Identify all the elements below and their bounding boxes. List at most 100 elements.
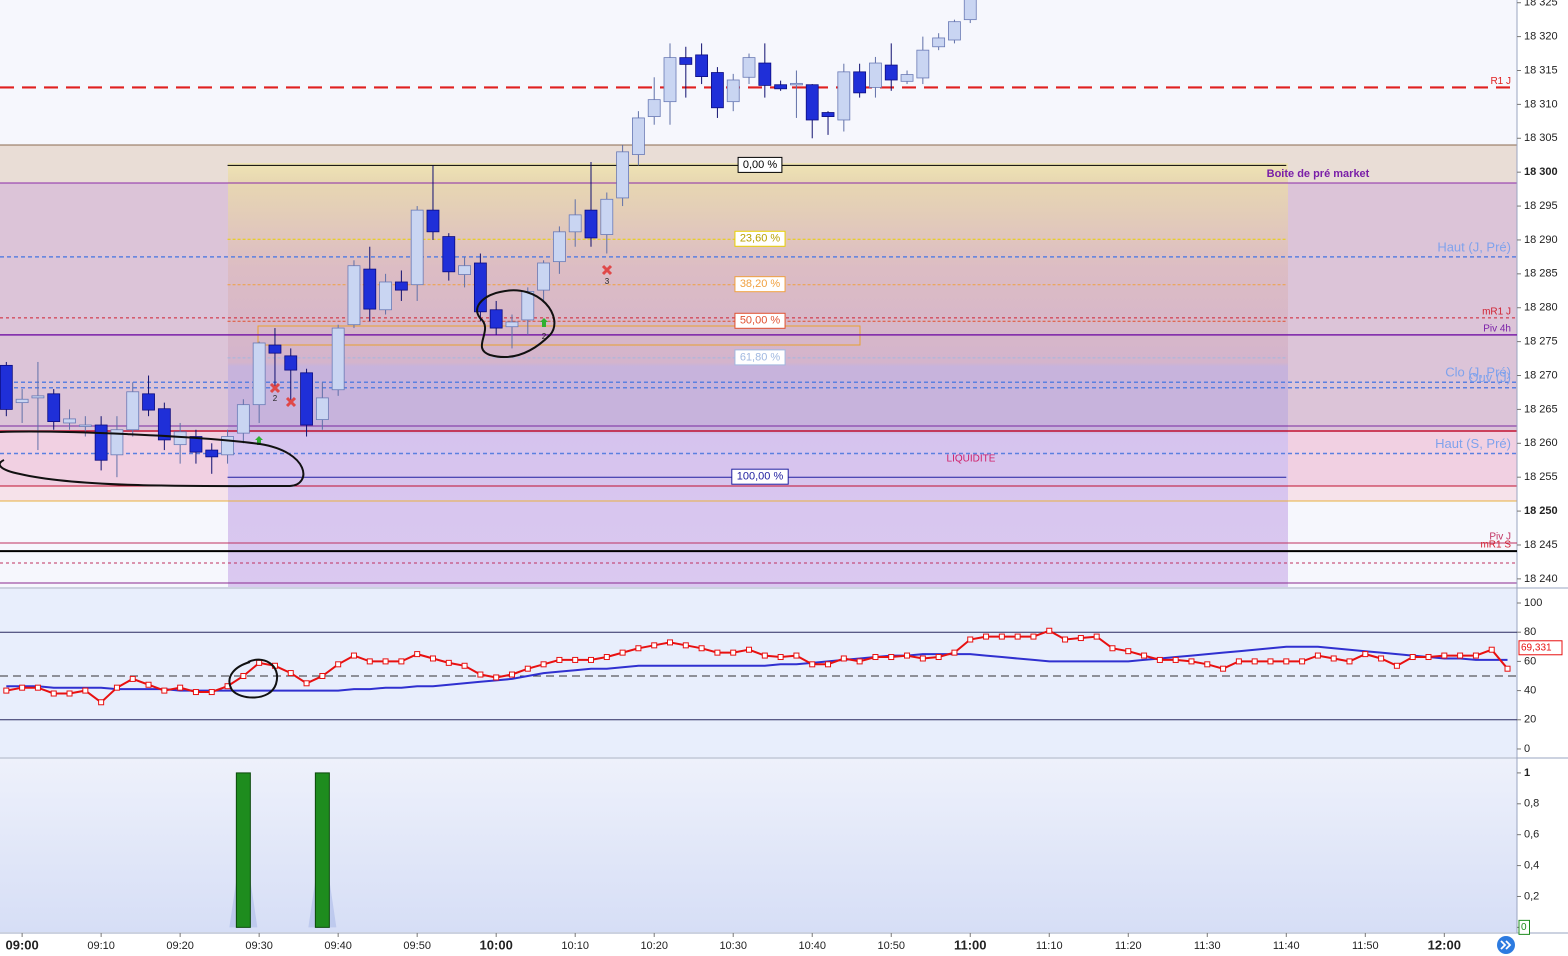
candle-body [31, 395, 45, 399]
y-tick-label: 18 310 [1524, 98, 1558, 110]
series-point [540, 661, 547, 668]
rsi-layer [0, 627, 1517, 721]
candle-body [394, 281, 408, 291]
series-point [192, 689, 199, 696]
candle-body [932, 37, 946, 48]
series-point [319, 672, 326, 679]
x-tick-label: 10:50 [877, 940, 905, 952]
scroll-button[interactable] [1497, 936, 1515, 954]
x-tick-label: 10:20 [640, 940, 668, 952]
candle-body [552, 231, 566, 263]
series-point [145, 681, 152, 688]
series-point [50, 690, 57, 697]
candle-body [410, 209, 424, 286]
fib-label: 38,20 % [740, 278, 781, 290]
series-point [603, 654, 610, 661]
marker-label: 3 [605, 277, 610, 286]
series-point [493, 674, 500, 681]
y-tick-label: 18 315 [1524, 64, 1558, 76]
fib-label-box [737, 156, 783, 173]
candle-body [284, 355, 298, 371]
series-point [825, 661, 832, 668]
candle-body [663, 57, 677, 103]
series-point [1314, 652, 1321, 659]
annotation: Boite de pré market [1267, 168, 1370, 180]
candle-body [853, 71, 867, 94]
series-point [366, 658, 373, 665]
candle-body [63, 418, 76, 424]
candle-body [711, 72, 724, 109]
price-layer [0, 0, 1517, 553]
series-point [793, 652, 800, 659]
series-point [1346, 658, 1353, 665]
candle-body [252, 342, 266, 406]
candle-body [632, 117, 645, 155]
x-tick-label: 11:10 [1036, 940, 1063, 952]
series-point [730, 649, 737, 656]
bar [235, 772, 251, 928]
series-point [429, 655, 436, 662]
series-point [414, 651, 421, 658]
level-label: Clo (J, Pré) [1445, 365, 1511, 380]
series-point [82, 687, 89, 694]
x-tick-label: 12:00 [1428, 937, 1461, 952]
candle-body [126, 391, 140, 431]
y-tick-label: 0 [1524, 743, 1530, 755]
candle-body [157, 408, 171, 441]
series-point [1504, 665, 1511, 672]
y-tick-label: 18 280 [1524, 302, 1558, 314]
candle-body [568, 214, 582, 233]
marker-label: 2 [542, 332, 547, 341]
candle-body [726, 79, 740, 103]
signal-panel [0, 759, 1517, 932]
rsi-panel [0, 589, 1517, 757]
candle-body [268, 344, 282, 354]
y-tick-label: 18 275 [1524, 336, 1558, 348]
last-value-label: 0 [1521, 922, 1527, 933]
series-point [1393, 662, 1400, 669]
premarket-box [228, 163, 1288, 587]
series-point [129, 675, 136, 682]
candle-body [300, 372, 313, 426]
series-point [477, 671, 484, 678]
hand-circle [476, 289, 556, 359]
series-point [1014, 633, 1021, 640]
series-point [398, 658, 405, 665]
y-tick-label: 100 [1524, 597, 1542, 609]
candle-body [616, 151, 630, 199]
series-point [303, 680, 310, 687]
y-tick-label: 18 285 [1524, 268, 1558, 280]
candle-body [473, 262, 487, 313]
candle-body [537, 262, 550, 291]
candle-body [173, 431, 187, 446]
series-point [98, 699, 105, 706]
candle-body [142, 393, 155, 411]
series-point [777, 654, 784, 661]
series-point [1077, 635, 1084, 642]
candle-body [821, 112, 835, 117]
y-tick-label: 18 250 [1524, 505, 1558, 517]
x-tick-label: 10:30 [719, 940, 747, 952]
candle-body [742, 57, 756, 78]
y-tick-label: 18 240 [1524, 573, 1558, 585]
signal-markers: 2 2 3 [255, 264, 613, 445]
candle-body [315, 397, 329, 420]
bar [314, 772, 330, 928]
candle-body [110, 429, 124, 456]
x-tick-label: 09:20 [166, 940, 194, 952]
fib-label: 23,60 % [740, 233, 781, 245]
series-point [572, 656, 579, 663]
y-tick-label: 0,2 [1524, 890, 1539, 902]
series-point [888, 654, 895, 661]
last-value-box [1518, 919, 1530, 935]
series-point [1409, 654, 1416, 661]
series-point [1235, 658, 1242, 665]
candle-body [458, 265, 471, 275]
series-point [1030, 633, 1037, 640]
series-point [556, 656, 563, 663]
candle-body [47, 393, 61, 423]
series-point [461, 662, 468, 669]
series-point [287, 670, 294, 677]
